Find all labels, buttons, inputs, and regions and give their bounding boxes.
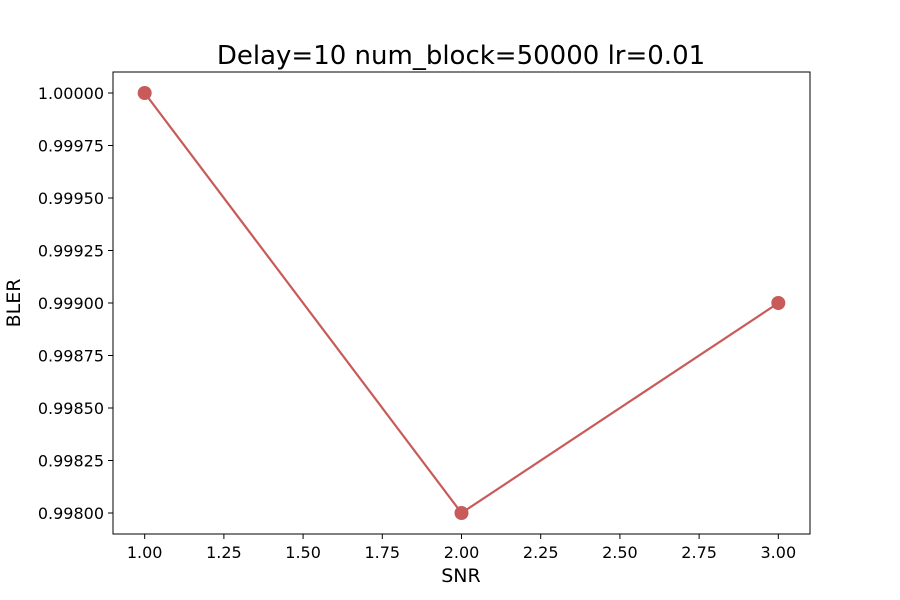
- x-tick-label: 2.00: [444, 543, 480, 562]
- y-tick-label: 0.99825: [38, 452, 104, 471]
- chart-title: Delay=10 num_block=50000 lr=0.01: [217, 41, 705, 71]
- series-layer: [137, 86, 786, 520]
- y-tick-label: 0.99975: [38, 137, 104, 156]
- x-tick-label: 2.25: [523, 543, 559, 562]
- y-tick-label: 1.00000: [38, 84, 104, 103]
- y-tick-label: 0.99925: [38, 242, 104, 261]
- x-tick-label: 1.00: [127, 543, 163, 562]
- data-point: [771, 296, 786, 310]
- data-point: [454, 506, 469, 520]
- plot-frame: [112, 71, 811, 535]
- y-axis-label: BLER: [3, 279, 25, 328]
- y-tick-label: 0.99950: [38, 189, 104, 208]
- y-axis-ticks: 0.99800 0.99825 0.99850 0.99875 0.99900 0.999…: [38, 84, 113, 523]
- x-tick-label: 2.75: [681, 543, 717, 562]
- y-tick-label: 0.99800: [38, 504, 104, 523]
- series-line: [143, 91, 780, 515]
- x-tick-label: 1.75: [364, 543, 400, 562]
- x-tick-label: 1.50: [285, 543, 321, 562]
- x-axis-label: SNR: [441, 565, 480, 587]
- x-axis-ticks: 1.00 1.25 1.50 1.75 2.00 2.25 2.50 2.75 3.00: [127, 534, 796, 562]
- x-tick-label: 3.00: [761, 543, 797, 562]
- x-tick-label: 2.50: [602, 543, 638, 562]
- x-tick-label: 1.25: [206, 543, 242, 562]
- y-tick-label: 0.99850: [38, 399, 104, 418]
- data-point: [137, 86, 152, 100]
- y-tick-label: 0.99875: [38, 347, 104, 366]
- y-tick-label: 0.99900: [38, 294, 104, 313]
